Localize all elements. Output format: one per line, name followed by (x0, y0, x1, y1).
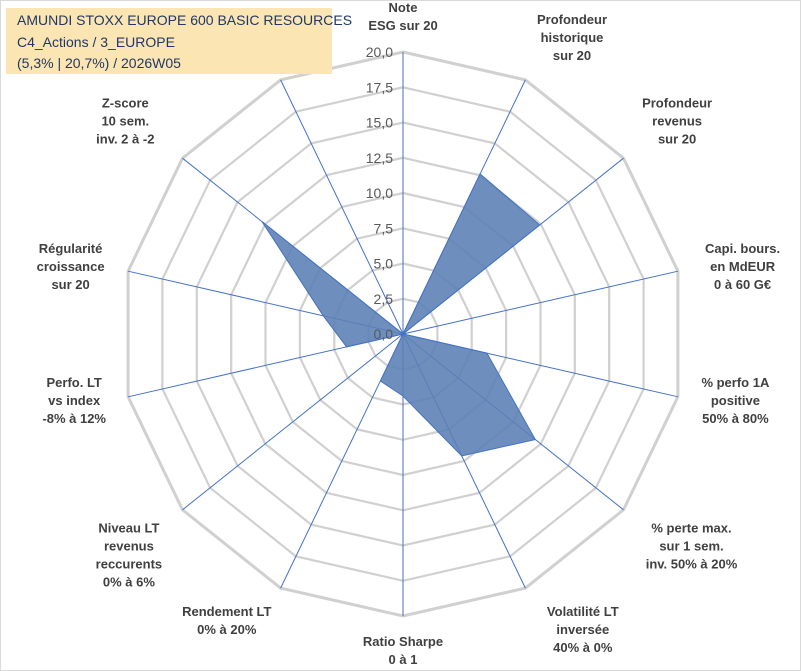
axis-label-9-line-0: Niveau LT (98, 520, 159, 535)
axis-label-7: Ratio Sharpe 0 à 1 (363, 634, 443, 667)
axis-label-3-line-1: en MdEUR (710, 259, 776, 274)
axis-label-8: Rendement LT 0% à 20% (182, 604, 271, 637)
tick-label-5: 12,5 (366, 150, 393, 166)
axis-label-11-line-1: croissance (37, 259, 105, 274)
spoke-13 (280, 79, 404, 335)
axis-label-5-line-2: inv. 50% à 20% (646, 556, 738, 571)
axis-label-9: Niveau LT revenus reccurents 0% à 6% (96, 520, 162, 589)
axis-label-5-line-0: % perte max. (651, 520, 731, 535)
radar-axis-labels: Note ESG sur 20 Profondeur historique sur 20… (37, 0, 781, 667)
axis-label-5-line-1: sur 1 sem. (659, 538, 723, 553)
title-line-3: (5,3% | 20,7%) / 2026W05 (17, 55, 181, 71)
axis-label-3: Capi. bours. en MdEUR 0 à 60 G€ (705, 241, 780, 292)
axis-label-10-line-0: Perfo. LT (47, 375, 102, 390)
axis-label-1: Profondeur historique sur 20 (537, 12, 607, 63)
axis-label-3-line-0: Capi. bours. (705, 241, 780, 256)
radar-tick-labels: 0,0 2,5 5,0 7,5 10,0 12,5 15,0 17,5 20,0 (366, 44, 393, 342)
axis-label-4-line-1: positive (711, 393, 760, 408)
spoke-3 (402, 270, 679, 335)
spoke-9 (182, 333, 404, 511)
axis-label-4: % perfo 1A positive 50% à 80% (701, 375, 770, 426)
tick-label-8: 20,0 (366, 44, 393, 60)
axis-label-2: Profondeur revenus sur 20 (642, 96, 712, 147)
axis-label-10-line-2: -8% à 12% (42, 411, 106, 426)
radar-series (261, 173, 541, 457)
axis-label-1-line-1: historique (541, 30, 604, 45)
axis-label-8-line-0: Rendement LT (182, 604, 271, 619)
axis-label-8-line-1: 0% à 20% (197, 622, 257, 637)
axis-label-10-line-1: vs index (48, 393, 101, 408)
axis-label-9-line-2: reccurents (96, 556, 162, 571)
tick-label-2: 5,0 (374, 256, 394, 272)
tick-label-6: 15,0 (366, 115, 393, 131)
axis-label-7-line-0: Ratio Sharpe (363, 634, 443, 649)
axis-label-2-line-2: sur 20 (658, 132, 696, 147)
tick-label-3: 7,5 (374, 220, 394, 236)
axis-label-12-line-0: Z-score (102, 96, 149, 111)
axis-label-12-line-2: inv. 2 à -2 (96, 132, 154, 147)
axis-label-5: % perte max. sur 1 sem. inv. 50% à 20% (646, 520, 738, 571)
axis-label-6-line-2: 40% à 0% (553, 640, 613, 655)
tick-label-0: 0,0 (374, 326, 394, 342)
axis-label-11-line-2: sur 20 (51, 277, 89, 292)
series-area-0 (261, 173, 541, 457)
axis-label-1-line-2: sur 20 (553, 48, 591, 63)
axis-label-7-line-1: 0 à 1 (389, 652, 418, 667)
axis-label-6-line-0: Volatilité LT (547, 604, 619, 619)
axis-label-12: Z-score 10 sem. inv. 2 à -2 (96, 96, 154, 147)
axis-label-1-line-0: Profondeur (537, 12, 607, 27)
axis-label-12-line-1: 10 sem. (101, 114, 149, 129)
axis-label-9-line-3: 0% à 6% (103, 574, 155, 589)
title-line-2: C4_Actions / 3_EUROPE (17, 34, 175, 50)
axis-label-6-line-1: inversée (556, 622, 609, 637)
tick-label-4: 10,0 (366, 185, 393, 201)
axis-label-4-line-0: % perfo 1A (701, 375, 770, 390)
axis-label-0: Note ESG sur 20 (368, 0, 437, 33)
tick-label-1: 2,5 (374, 291, 394, 307)
title-line-1: AMUNDI STOXX EUROPE 600 BASIC RESOURCES (17, 12, 353, 28)
axis-label-2-line-0: Profondeur (642, 96, 712, 111)
axis-label-4-line-2: 50% à 80% (702, 411, 769, 426)
axis-label-2-line-1: revenus (652, 114, 702, 129)
tick-label-7: 17,5 (366, 79, 393, 95)
axis-label-9-line-1: revenus (104, 538, 154, 553)
axis-label-10: Perfo. LT vs index -8% à 12% (42, 375, 106, 426)
title-box: AMUNDI STOXX EUROPE 600 BASIC RESOURCES … (6, 8, 352, 74)
axis-label-0-line-1: ESG sur 20 (368, 18, 437, 33)
axis-label-6: Volatilité LT inversée 40% à 0% (547, 604, 619, 655)
axis-label-0-line-0: Note (389, 0, 418, 15)
axis-label-3-line-2: 0 à 60 G€ (714, 277, 771, 292)
axis-label-11: Régularité croissance sur 20 (37, 241, 105, 292)
axis-label-11-line-0: Régularité (39, 241, 103, 256)
